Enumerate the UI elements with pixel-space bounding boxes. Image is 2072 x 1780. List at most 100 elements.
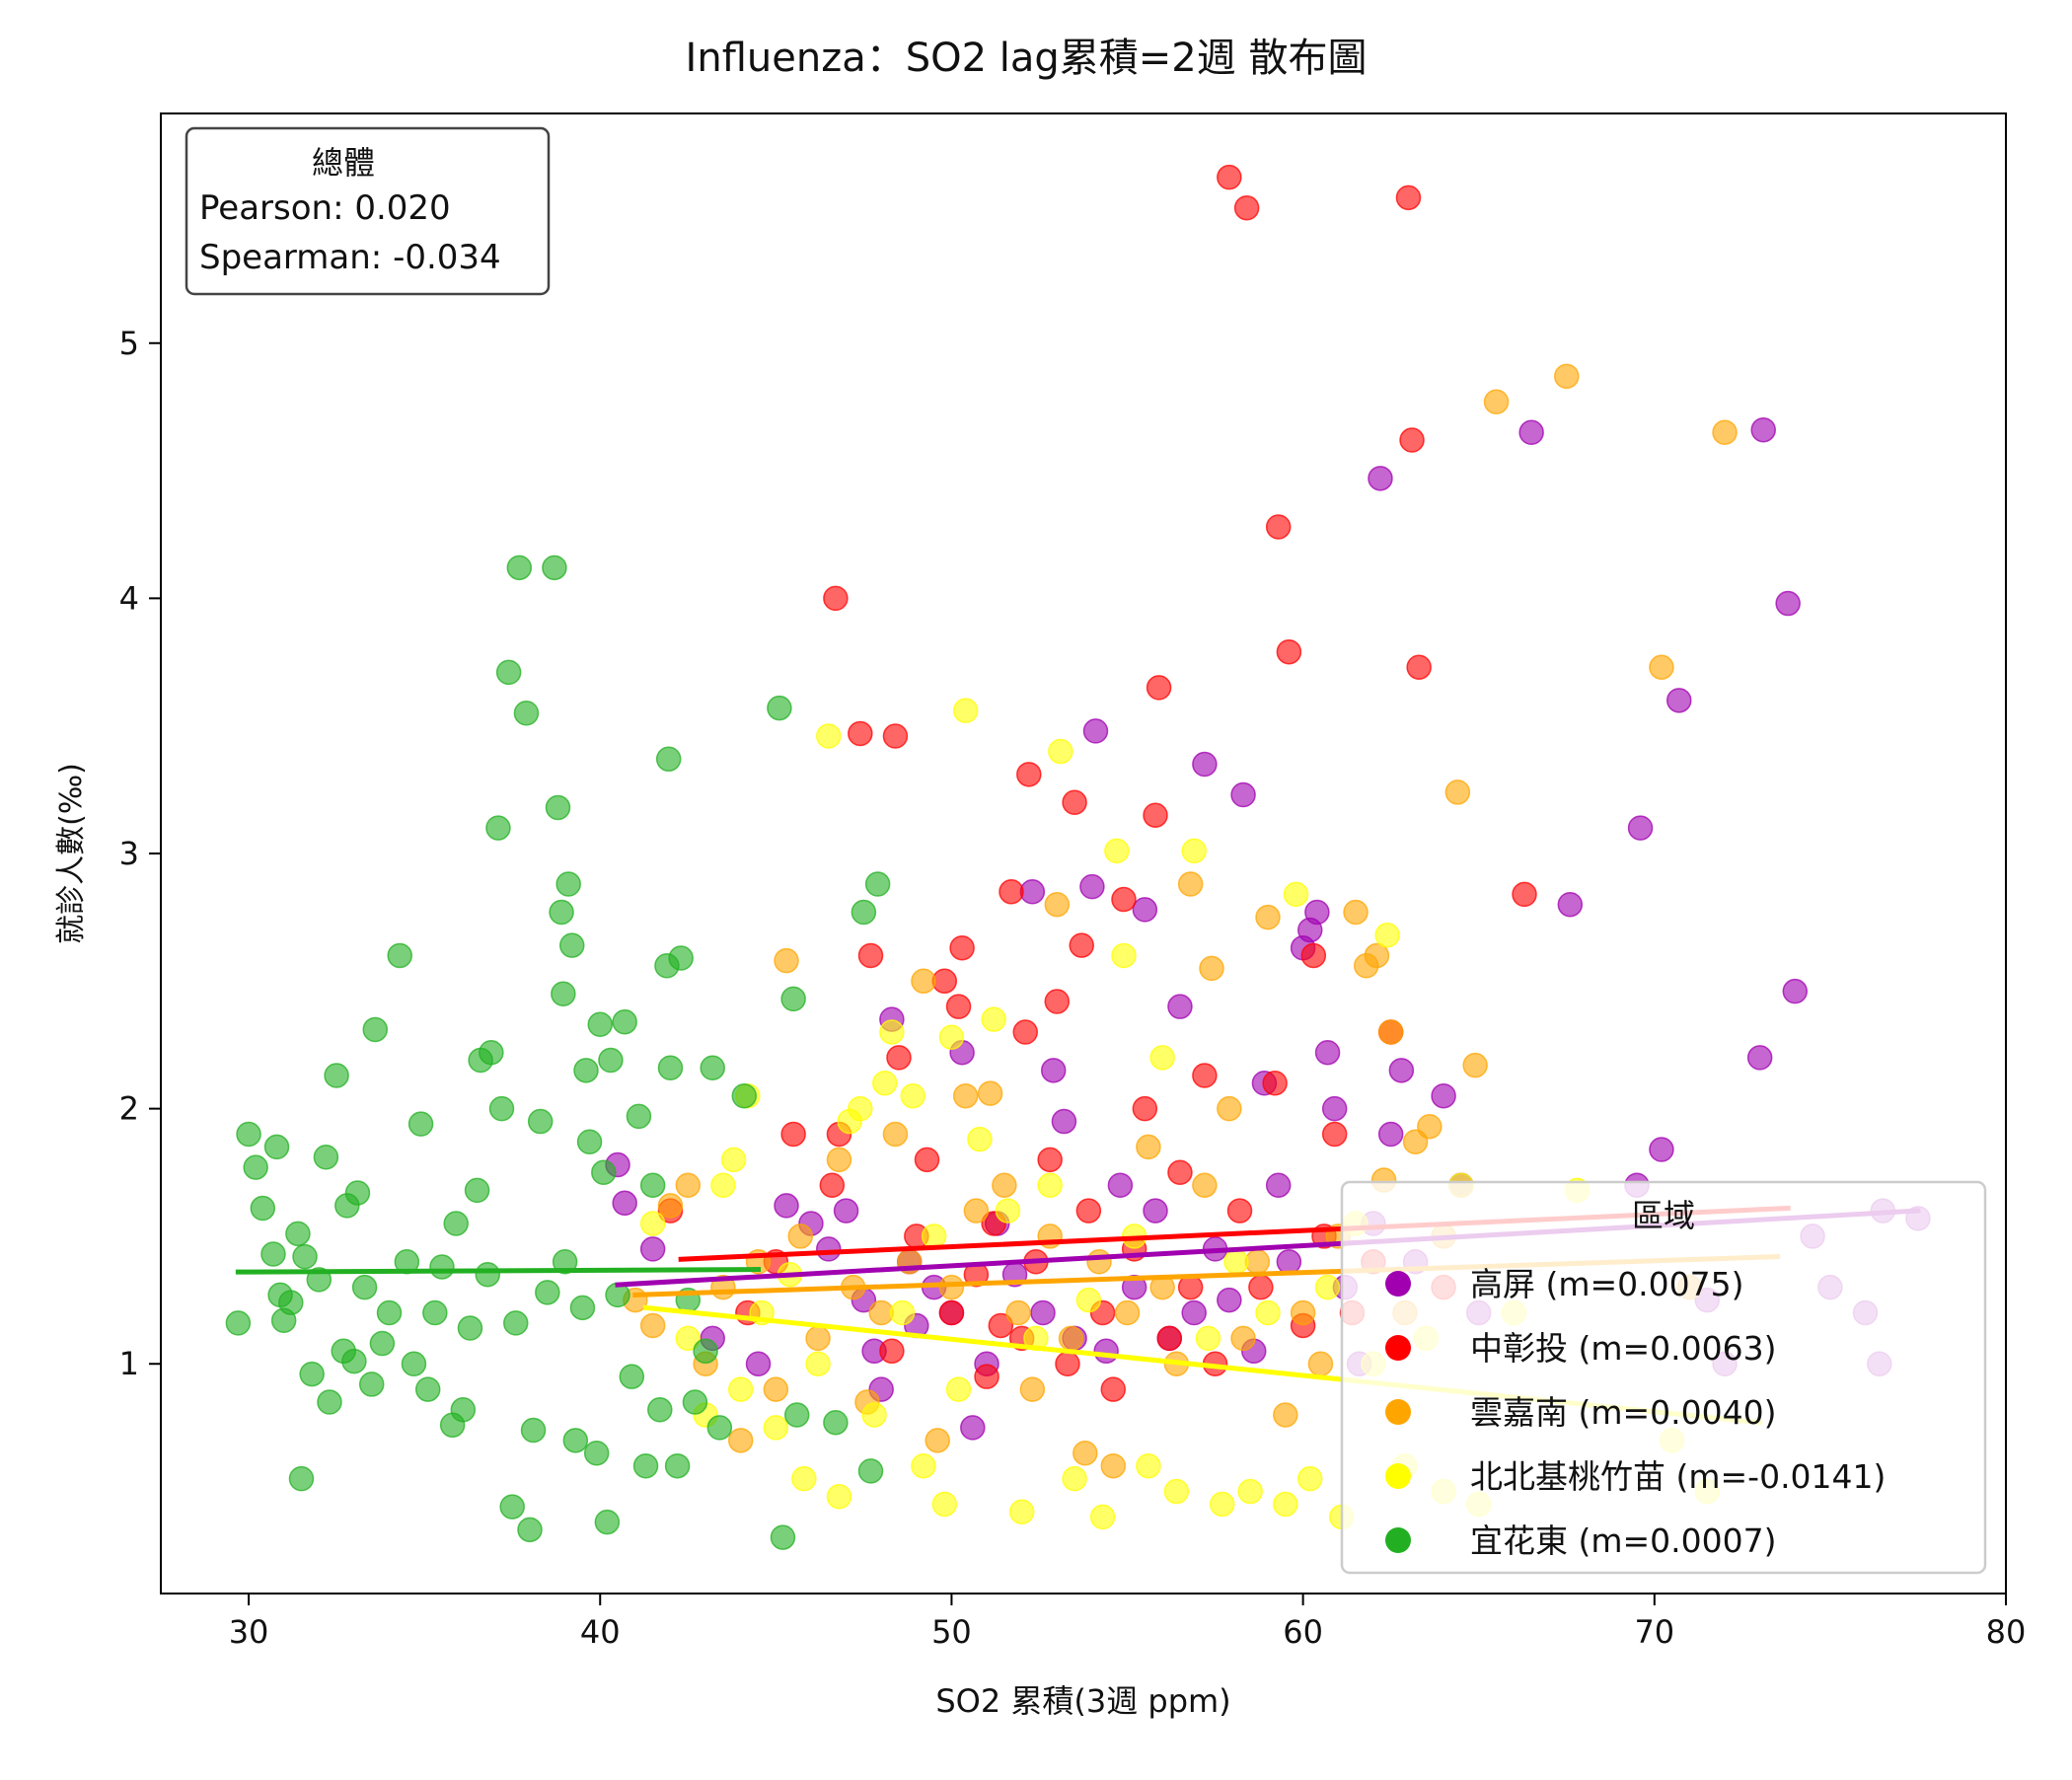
- point-4-66: [594, 1509, 621, 1535]
- point-4-5: [263, 1134, 290, 1160]
- point-2-24: [992, 1172, 1017, 1198]
- point-2-9: [774, 947, 799, 974]
- point-3-8: [763, 1415, 789, 1441]
- point-4-64: [587, 1011, 613, 1038]
- legend-marker-1: [1385, 1335, 1411, 1361]
- point-2-30: [1073, 1441, 1098, 1466]
- point-4-9: [285, 1221, 311, 1247]
- y-tick-label-1: 2: [119, 1090, 139, 1128]
- point-4-91: [851, 899, 877, 926]
- point-4-22: [358, 1372, 385, 1397]
- point-4-50: [527, 1108, 554, 1135]
- point-2-10: [787, 1224, 814, 1249]
- point-1-15: [938, 1299, 965, 1326]
- point-4-69: [612, 1008, 637, 1035]
- point-0-65: [1665, 688, 1692, 713]
- fit-line-4: [235, 1267, 762, 1275]
- point-0-69: [1750, 416, 1776, 443]
- series-2: [623, 363, 1738, 1479]
- point-3-23: [931, 1491, 958, 1518]
- point-3-46: [1223, 1249, 1249, 1275]
- point-1-4: [819, 1172, 846, 1198]
- point-2-2: [657, 1193, 684, 1219]
- point-4-32: [429, 1254, 455, 1280]
- point-4-46: [506, 555, 533, 581]
- point-0-28: [1082, 718, 1109, 744]
- point-2-32: [1100, 1452, 1127, 1479]
- point-4-12: [299, 1361, 325, 1387]
- point-3-30: [1008, 1499, 1035, 1524]
- point-1-25: [1016, 762, 1042, 787]
- point-2-52: [1377, 1019, 1404, 1045]
- point-4-26: [387, 942, 412, 969]
- point-0-49: [1321, 1095, 1348, 1122]
- point-4-21: [351, 1274, 378, 1300]
- point-0-37: [1192, 751, 1218, 778]
- point-4-42: [488, 1095, 515, 1122]
- point-4-57: [555, 871, 581, 897]
- point-3-25: [945, 1376, 972, 1402]
- point-4-49: [520, 1417, 547, 1444]
- point-1-49: [1262, 1071, 1288, 1096]
- point-1-38: [1143, 802, 1168, 828]
- point-4-36: [457, 1315, 483, 1341]
- point-0-7: [816, 1236, 842, 1262]
- point-3-15: [848, 1095, 873, 1122]
- point-4-51: [535, 1280, 560, 1305]
- point-4-93: [857, 1458, 884, 1484]
- point-4-52: [542, 555, 567, 581]
- point-2-46: [1307, 1351, 1334, 1376]
- point-2-45: [1290, 1299, 1316, 1326]
- point-2-19: [925, 1428, 950, 1453]
- point-1-11: [886, 1045, 912, 1071]
- point-3-36: [1089, 1504, 1116, 1530]
- point-1-50: [1265, 514, 1292, 540]
- series-1: [657, 164, 1537, 1402]
- point-1-32: [1075, 1198, 1102, 1224]
- point-4-31: [422, 1299, 448, 1326]
- point-4-54: [549, 899, 574, 926]
- point-3-0: [639, 1211, 666, 1236]
- y-axis-label: 就診人數(‰): [54, 763, 89, 944]
- point-1-10: [882, 723, 909, 749]
- point-2-42: [1244, 1249, 1271, 1275]
- point-3-56: [1374, 923, 1400, 948]
- point-4-78: [664, 1452, 691, 1479]
- point-4-87: [770, 1524, 796, 1550]
- point-2-55: [1417, 1113, 1443, 1140]
- point-4-15: [317, 1389, 342, 1415]
- stats-box-title: 總體: [312, 144, 375, 182]
- point-3-42: [1163, 1478, 1190, 1505]
- point-2-25: [1005, 1299, 1031, 1326]
- point-1-63: [1512, 881, 1537, 908]
- legend-title: 區域: [1632, 1197, 1695, 1234]
- point-0-44: [1276, 1249, 1302, 1275]
- point-3-5: [727, 1376, 754, 1402]
- point-4-81: [682, 1389, 708, 1415]
- point-4-56: [552, 1249, 578, 1275]
- point-2-58: [1462, 1052, 1488, 1078]
- point-2-37: [1177, 871, 1204, 897]
- point-4-11: [292, 1243, 318, 1270]
- point-1-9: [879, 1338, 905, 1365]
- point-0-68: [1746, 1045, 1773, 1071]
- point-4-3: [250, 1195, 276, 1222]
- point-2-31: [1086, 1249, 1112, 1275]
- point-0-55: [1388, 1058, 1415, 1083]
- legend-marker-2: [1385, 1399, 1411, 1425]
- point-4-8: [278, 1290, 304, 1315]
- point-4-44: [499, 1494, 525, 1520]
- point-4-79: [668, 945, 694, 971]
- point-4-70: [619, 1364, 645, 1389]
- point-0-27: [1079, 873, 1105, 900]
- point-3-20: [900, 1082, 925, 1109]
- point-4-40: [479, 1039, 504, 1066]
- point-2-34: [1136, 1134, 1161, 1160]
- point-1-3: [780, 1121, 806, 1148]
- point-1-39: [1146, 675, 1172, 701]
- stats-box: 總體 Pearson: 0.020 Spearman: -0.034: [185, 126, 551, 296]
- point-1-55: [1321, 1121, 1348, 1148]
- point-3-12: [816, 723, 842, 749]
- point-2-16: [882, 1121, 909, 1148]
